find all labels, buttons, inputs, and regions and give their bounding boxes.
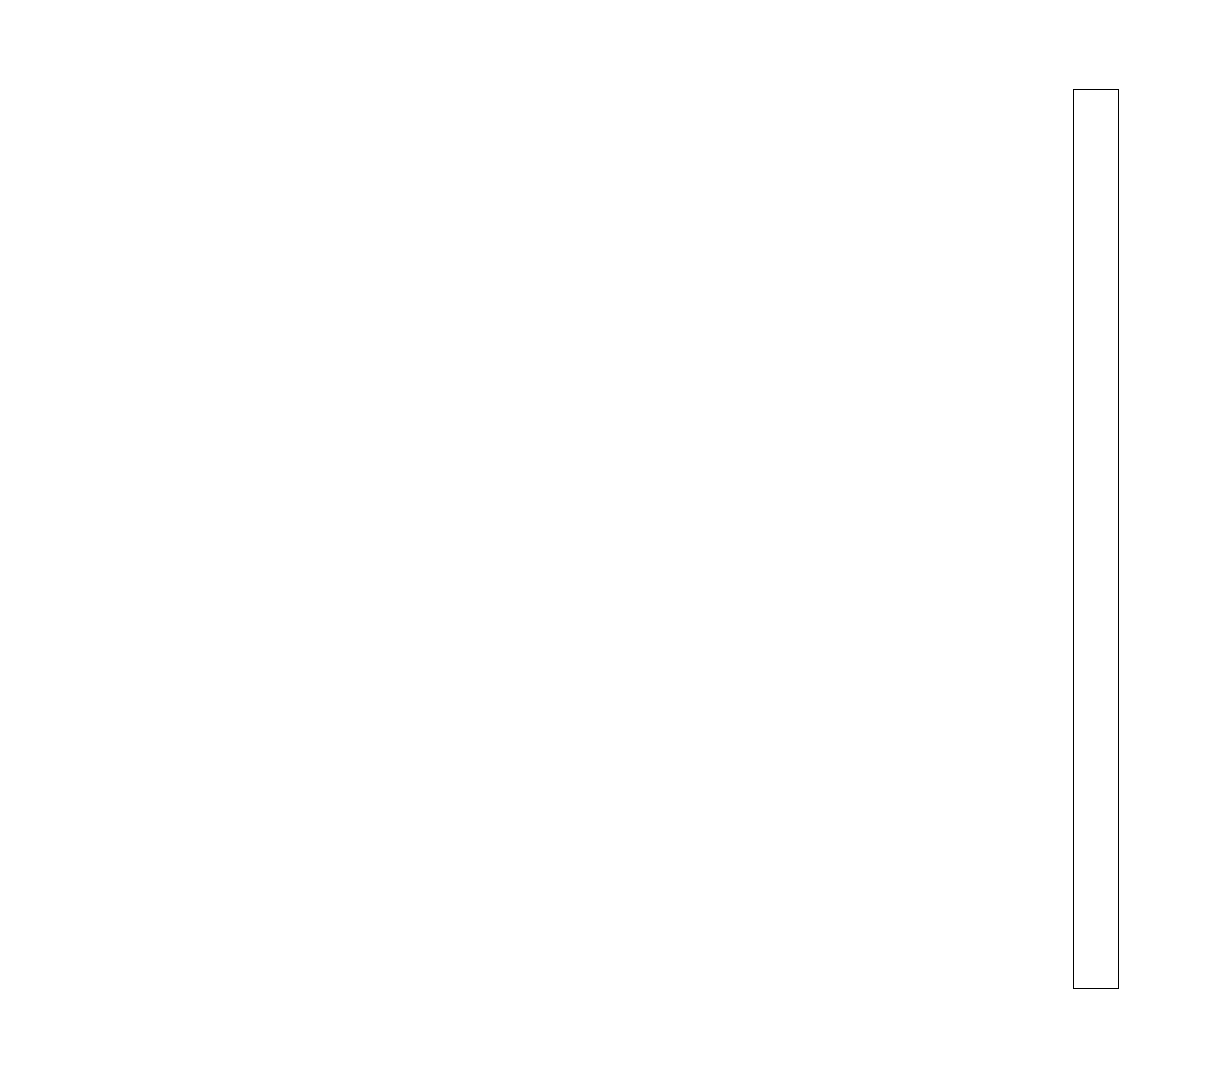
plot-area <box>87 43 1020 1032</box>
colorbar <box>1073 89 1119 989</box>
map-overlay <box>87 43 1020 1032</box>
radar-reflectivity-canvas <box>87 43 1020 1032</box>
